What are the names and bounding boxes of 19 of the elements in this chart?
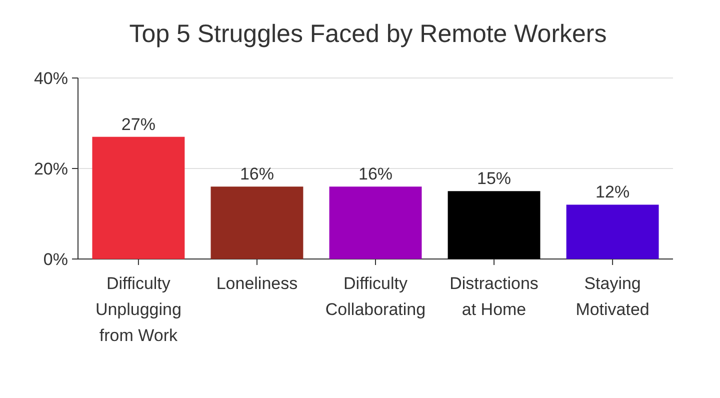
x-tick-label: Difficulty Unplugging from Work [95, 274, 182, 345]
data-label: 16% [240, 164, 274, 184]
x-tick-label: Distractions at Home [450, 274, 538, 319]
x-tick-label: Staying Motivated [576, 274, 650, 319]
bar [210, 186, 304, 259]
y-tick-label: 0% [43, 250, 68, 269]
data-label: 15% [477, 169, 512, 188]
x-tick-label: Difficulty Collaborating [325, 274, 426, 319]
data-label: 16% [358, 164, 393, 184]
bar [92, 136, 185, 259]
y-tick-label: 40% [34, 69, 68, 88]
bar [329, 186, 422, 259]
y-tick-label: 20% [34, 160, 68, 178]
x-tick-label: Loneliness [216, 274, 298, 293]
chart-title: Top 5 Struggles Faced by Remote Workers [129, 20, 607, 48]
bar [448, 191, 540, 259]
data-label: 27% [121, 114, 156, 134]
data-label: 12% [596, 182, 630, 202]
bar [566, 204, 659, 259]
